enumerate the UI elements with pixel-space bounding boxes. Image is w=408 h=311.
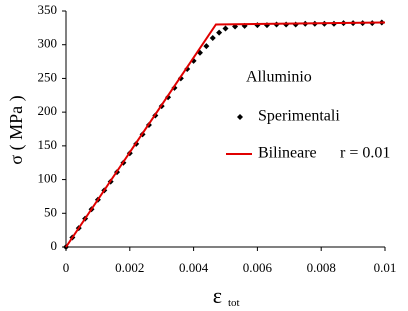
x-axis-label: ε — [213, 283, 222, 308]
data-point — [209, 34, 216, 41]
x-tick-label: 0 — [63, 260, 70, 275]
legend-marker — [237, 114, 243, 120]
y-axis-label: σ ( MPa ) — [6, 95, 27, 164]
x-tick-label: 0.002 — [115, 260, 144, 275]
y-tick-label: 150 — [38, 137, 58, 152]
data-point — [203, 43, 210, 50]
legend-label: Sperimentali — [258, 108, 340, 125]
legend-label: Bilineare — [258, 145, 317, 162]
y-tick-label: 200 — [38, 103, 58, 118]
annotation: r = 0.01 — [340, 145, 390, 162]
x-tick-label: 0.006 — [243, 260, 273, 275]
y-tick-label: 50 — [44, 204, 57, 219]
y-tick-label: 250 — [38, 69, 58, 84]
x-tick-label: 0.008 — [307, 260, 336, 275]
y-tick-label: 0 — [51, 238, 58, 253]
data-point — [222, 25, 229, 32]
data-line — [65, 21, 386, 248]
legend-title: Alluminio — [246, 69, 312, 86]
y-tick-label: 300 — [38, 36, 58, 51]
data-point — [216, 29, 223, 36]
y-tick-label: 100 — [38, 171, 58, 186]
x-tick-label: 0.004 — [179, 260, 209, 275]
x-tick-label: 0.01 — [374, 260, 397, 275]
y-tick-label: 350 — [38, 2, 58, 17]
x-axis-label-sub: tot — [228, 297, 240, 309]
